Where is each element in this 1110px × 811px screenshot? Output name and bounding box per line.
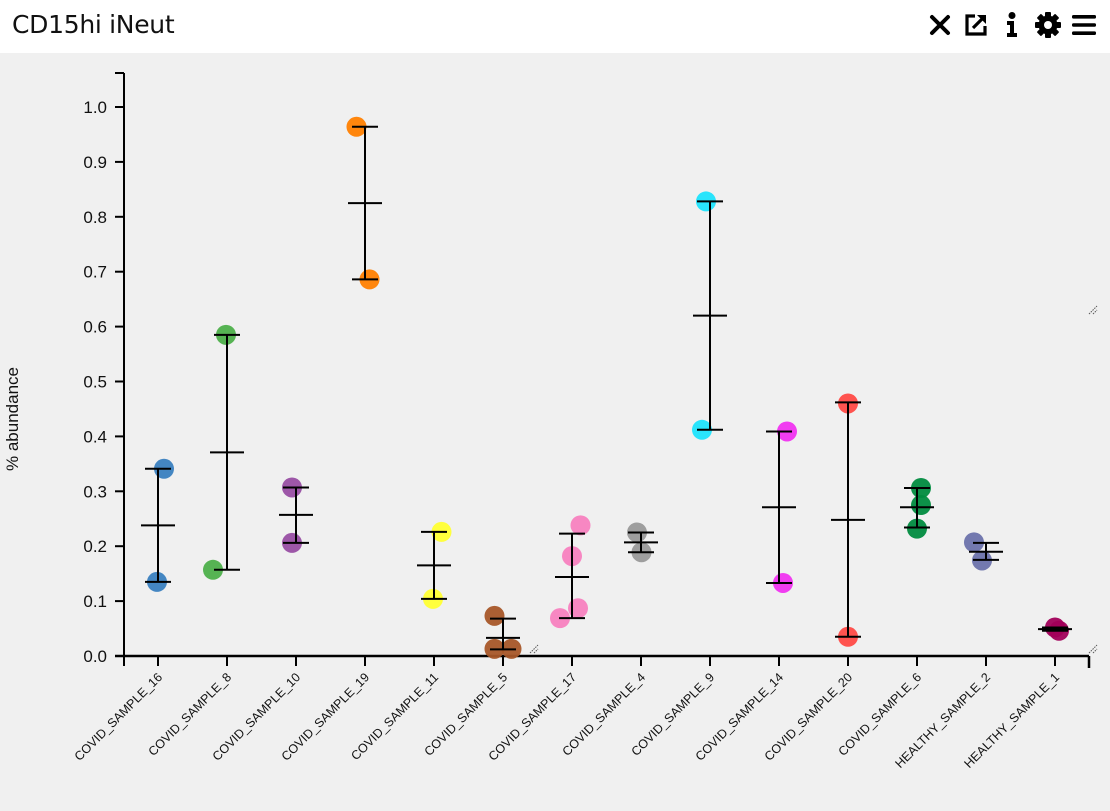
x-axis: COVID_SAMPLE_16COVID_SAMPLE_8COVID_SAMPL… — [72, 654, 1091, 771]
data-point[interactable] — [484, 605, 505, 626]
sample-group-covid-sample-16 — [141, 458, 175, 592]
panel-toolbar — [926, 10, 1098, 40]
menu-icon[interactable] — [1070, 10, 1098, 40]
sample-group-covid-sample-19 — [346, 116, 382, 290]
y-tick-label: 0.1 — [83, 592, 107, 611]
resize-hatch — [1088, 305, 1098, 315]
close-icon[interactable] — [926, 10, 954, 40]
y-axis: 0.0 0.1 0.2 0.3 0.4 0.5 0.6 0.7 0.8 0.9 1.0 — [83, 72, 125, 666]
sample-group-healthy-sample-1 — [1038, 617, 1072, 641]
y-tick-label: 0.3 — [83, 482, 107, 501]
y-tick-label: 0.2 — [83, 537, 107, 556]
resize-hatch — [529, 644, 539, 654]
resize-handles — [529, 305, 1098, 654]
data-point[interactable] — [203, 559, 223, 580]
data-point[interactable] — [907, 518, 927, 539]
y-tick-label: 0.4 — [83, 427, 107, 446]
plot-marks — [141, 116, 1072, 659]
resize-hatch — [1092, 648, 1098, 654]
resize-hatch — [1088, 644, 1098, 654]
y-tick-label: 0.7 — [83, 263, 107, 282]
chart-canvas: 0.0 0.1 0.2 0.3 0.4 0.5 0.6 0.7 0.8 0.9 1.0 COVID_… — [3, 72, 1098, 771]
resize-hatch — [533, 648, 539, 654]
sample-group-covid-sample-20 — [831, 393, 865, 647]
y-tick-label: 0.6 — [83, 318, 107, 337]
sample-group-covid-sample-17 — [550, 515, 591, 629]
info-icon[interactable] — [998, 10, 1026, 40]
y-tick-label: 0.9 — [83, 153, 107, 172]
panel-header: CD15hi iNeut — [0, 0, 1110, 53]
resize-handle-right[interactable] — [1088, 305, 1098, 315]
sample-group-covid-sample-10 — [279, 477, 313, 553]
y-axis-label: % abundance — [3, 367, 22, 471]
y-tick-label: 0.8 — [83, 208, 107, 227]
panel-title: CD15hi iNeut — [12, 10, 175, 39]
y-tick-label: 0.0 — [83, 647, 107, 666]
y-tick-label: 0.5 — [83, 373, 107, 392]
sample-group-covid-sample-4 — [624, 522, 658, 563]
sample-group-covid-sample-5 — [484, 605, 522, 659]
external-link-icon[interactable] — [962, 10, 990, 40]
y-tick-label: 1.0 — [83, 98, 107, 117]
gear-icon[interactable] — [1034, 10, 1062, 40]
resize-handle-middle[interactable] — [529, 644, 539, 654]
sample-group-covid-sample-8 — [203, 324, 244, 580]
data-point[interactable] — [911, 495, 931, 516]
sample-group-covid-sample-11 — [417, 521, 452, 609]
data-point[interactable] — [570, 515, 591, 536]
sample-group-covid-sample-14 — [762, 421, 797, 593]
sample-group-covid-sample-6 — [900, 478, 934, 539]
sample-group-healthy-sample-2 — [964, 532, 1003, 571]
resize-handle-corner[interactable] — [1088, 644, 1098, 654]
resize-hatch — [1092, 309, 1098, 315]
sample-group-covid-sample-9 — [692, 191, 727, 440]
